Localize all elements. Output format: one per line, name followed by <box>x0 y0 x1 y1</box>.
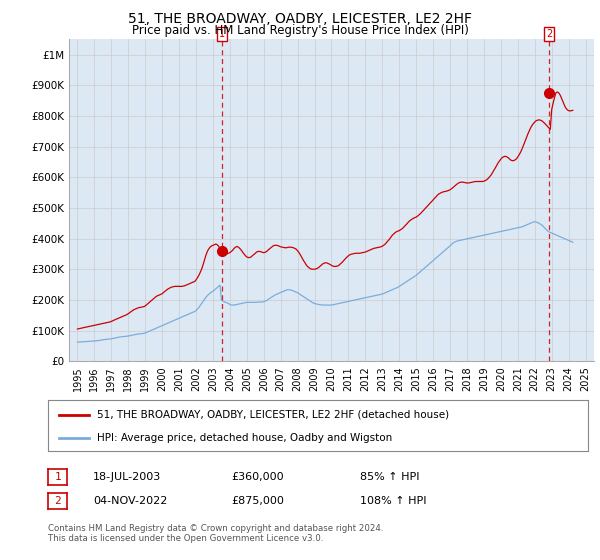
Text: 108% ↑ HPI: 108% ↑ HPI <box>360 496 427 506</box>
Text: 85% ↑ HPI: 85% ↑ HPI <box>360 472 419 482</box>
Text: 2: 2 <box>54 496 61 506</box>
Text: HPI: Average price, detached house, Oadby and Wigston: HPI: Average price, detached house, Oadb… <box>97 433 392 443</box>
Text: 51, THE BROADWAY, OADBY, LEICESTER, LE2 2HF: 51, THE BROADWAY, OADBY, LEICESTER, LE2 … <box>128 12 472 26</box>
Text: 04-NOV-2022: 04-NOV-2022 <box>93 496 167 506</box>
Text: £360,000: £360,000 <box>231 472 284 482</box>
Text: 18-JUL-2003: 18-JUL-2003 <box>93 472 161 482</box>
Text: £875,000: £875,000 <box>231 496 284 506</box>
Text: 2: 2 <box>546 29 552 39</box>
Text: 1: 1 <box>54 472 61 482</box>
Text: 51, THE BROADWAY, OADBY, LEICESTER, LE2 2HF (detached house): 51, THE BROADWAY, OADBY, LEICESTER, LE2 … <box>97 409 449 419</box>
Text: Contains HM Land Registry data © Crown copyright and database right 2024.
This d: Contains HM Land Registry data © Crown c… <box>48 524 383 543</box>
Text: Price paid vs. HM Land Registry's House Price Index (HPI): Price paid vs. HM Land Registry's House … <box>131 24 469 36</box>
Text: 1: 1 <box>219 29 225 39</box>
